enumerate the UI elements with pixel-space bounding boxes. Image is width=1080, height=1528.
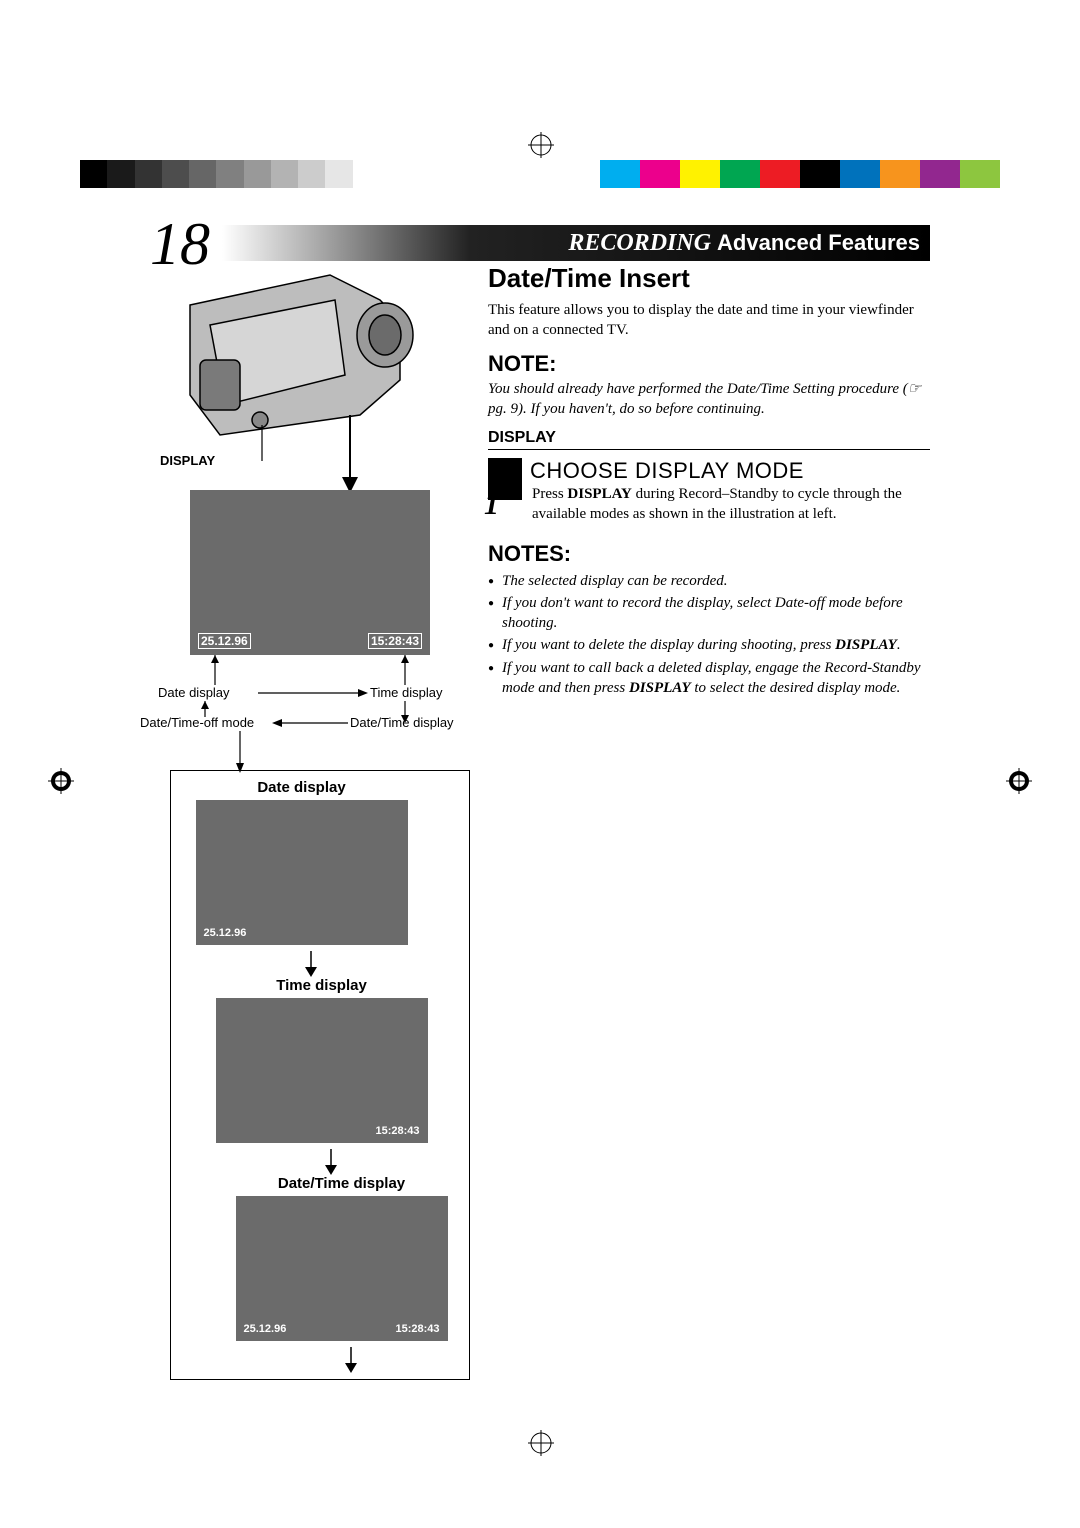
mode-title: Date/Time display (219, 1175, 464, 1192)
display-modes-cascade: Date display 25.12.96 Time display 15:28… (170, 770, 470, 1380)
mode-screen: 15:28:43 (216, 998, 428, 1143)
notes-item: If you want to delete the display during… (488, 635, 930, 655)
annot-date-display: Date display (158, 685, 230, 700)
annot-datetime-display: Date/Time display (350, 715, 454, 730)
note-body: You should already have performed the Da… (488, 379, 930, 420)
section-banner: RECORDING Advanced Features (222, 225, 930, 261)
step-title: CHOOSE DISPLAY MODE (530, 458, 804, 484)
section-heading: Date/Time Insert (488, 263, 930, 294)
mode-time-value: 15:28:43 (395, 1323, 439, 1335)
display-subheading: DISPLAY (488, 429, 930, 450)
registration-mark-bottom (528, 1430, 554, 1456)
mode-datetime-display: Date/Time display 25.12.96 15:28:43 (219, 1175, 464, 1341)
annot-time-display: Time display (370, 685, 442, 700)
registration-mark-right (1006, 768, 1032, 794)
mode-title: Time display (199, 977, 444, 994)
display-button-label: DISPLAY (160, 453, 215, 468)
banner-advanced-label: Advanced Features (717, 230, 920, 256)
preview-date-text: 25.12.96 (198, 633, 251, 649)
notes-item: If you want to call back a deleted displ… (488, 658, 930, 699)
preview-time-text: 15:28:43 (368, 633, 422, 649)
mode-date-value: 25.12.96 (244, 1323, 287, 1335)
camcorder-illustration (150, 265, 440, 465)
annot-dateoff-mode: Date/Time-off mode (140, 715, 254, 730)
mode-screen: 25.12.96 15:28:43 (236, 1196, 448, 1341)
notes-item: The selected display can be recorded. (488, 571, 930, 591)
registration-mark-top (528, 132, 554, 163)
viewfinder-preview-main: 25.12.96 15:28:43 (190, 490, 430, 655)
banner-recording-label: RECORDING (568, 230, 711, 257)
note-heading: NOTE: (488, 351, 930, 377)
step-number: 1 (484, 488, 499, 522)
mode-title: Date display (179, 779, 424, 796)
mode-date-value: 25.12.96 (204, 927, 247, 939)
registration-mark-left (48, 768, 74, 794)
cascade-arrow-icon (301, 951, 321, 977)
intro-paragraph: This feature allows you to display the d… (488, 300, 930, 341)
mode-date-display: Date display 25.12.96 (179, 779, 424, 945)
mode-screen: 25.12.96 (196, 800, 408, 945)
cascade-arrow-icon (321, 1149, 341, 1175)
notes-list: The selected display can be recorded.If … (488, 571, 930, 699)
notes-heading: NOTES: (488, 541, 930, 567)
mode-time-value: 15:28:43 (375, 1125, 419, 1137)
right-column: Date/Time Insert This feature allows you… (488, 263, 930, 700)
notes-item: If you don't want to record the display,… (488, 593, 930, 634)
left-column: DISPLAY 25.12.96 15:28:43 (150, 265, 466, 465)
registration-color-bar (80, 160, 1000, 188)
mode-time-display: Time display 15:28:43 (199, 977, 444, 1143)
step-number-box: 1 (488, 458, 522, 500)
step-body: Press DISPLAY during Record–Standby to c… (532, 484, 930, 525)
cascade-arrow-icon (341, 1347, 361, 1373)
